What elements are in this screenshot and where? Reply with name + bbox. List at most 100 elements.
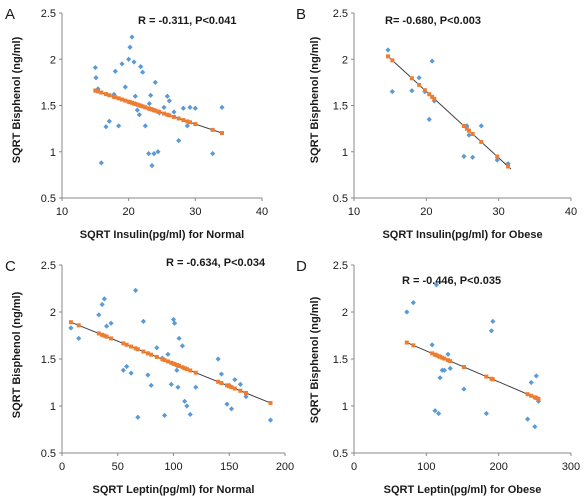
fitted-point	[124, 342, 129, 347]
fitted-point	[430, 94, 435, 99]
fitted-point	[154, 354, 159, 359]
data-point	[466, 132, 472, 138]
data-point	[108, 320, 114, 326]
data-point	[131, 59, 137, 65]
data-point	[179, 343, 186, 349]
fitted-point	[534, 395, 539, 400]
x-axis-title: SQRT Leptin(pg/ml) for Obese	[384, 484, 542, 496]
data-point	[215, 356, 221, 362]
fitted-point	[470, 131, 475, 136]
fitted-point	[430, 351, 435, 356]
y-tick-label: 2	[50, 307, 56, 319]
fitted-point	[107, 93, 112, 98]
x-axis-title: SQRT Insulin(pg/ml) for Normal	[80, 229, 244, 241]
fitted-point	[446, 358, 451, 363]
fitted-point	[102, 333, 107, 338]
fitted-point	[432, 96, 437, 101]
data-point	[76, 335, 82, 341]
fitted-point	[180, 365, 185, 370]
fitted-point	[113, 95, 118, 100]
data-point	[182, 398, 188, 404]
data-point	[148, 92, 154, 98]
data-point	[126, 56, 132, 62]
fitted-point	[169, 360, 174, 365]
fitted-point	[188, 368, 193, 373]
fitted-point	[185, 119, 190, 124]
x-tick-label: 300	[562, 461, 580, 473]
data-point	[104, 323, 110, 329]
y-tick-label: 1	[342, 401, 348, 413]
data-point	[92, 64, 98, 71]
fitted-point	[141, 349, 146, 354]
data-point	[232, 377, 238, 383]
fitted-point	[490, 377, 495, 382]
x-tick-label: 30	[189, 206, 201, 218]
data-point	[149, 163, 155, 169]
data-point	[243, 394, 249, 400]
fitted-point	[404, 340, 409, 345]
data-point	[164, 93, 170, 99]
data-point	[129, 34, 135, 40]
x-tick-label: 10	[348, 206, 360, 218]
fitted-point	[479, 139, 484, 144]
x-tick-label: 10	[56, 206, 68, 218]
fitted-point	[495, 154, 500, 159]
fit-line	[387, 56, 512, 170]
data-point	[437, 375, 443, 381]
fitted-point	[184, 367, 189, 372]
data-point	[112, 68, 118, 74]
fitted-point	[181, 118, 186, 123]
y-tick-label: 1	[50, 147, 56, 159]
y-axis-title: SQRT Bisphenol (ng/ml)	[11, 291, 23, 418]
fitted-point	[506, 164, 511, 169]
data-point	[187, 411, 193, 418]
data-point	[488, 328, 495, 334]
fitted-point	[243, 391, 248, 396]
data-point	[99, 301, 105, 308]
fitted-point	[133, 346, 138, 351]
fitted-point	[464, 126, 469, 131]
data-point	[161, 412, 168, 418]
data-point	[490, 318, 496, 324]
fitted-point	[182, 366, 187, 371]
data-point	[180, 105, 186, 111]
fitted-point	[225, 383, 230, 388]
y-tick-label: 0.5	[333, 448, 348, 460]
data-point	[145, 372, 151, 378]
data-point	[106, 118, 112, 124]
data-point	[193, 384, 199, 390]
data-point	[409, 88, 415, 94]
fitted-point	[104, 92, 108, 97]
chart-panel-a: A 0.5 1 1.5 2 2.5 10 20 30 40 SQRT Insulin(pg/ml) …	[5, 6, 268, 241]
fitted-point	[220, 131, 224, 136]
y-tick-label: 0.5	[333, 193, 348, 205]
fitted-point	[434, 353, 439, 358]
y-axis-title: SQRT Bisphenol (ng/ml)	[11, 36, 23, 163]
y-tick-label: 1	[50, 401, 56, 413]
fitted-point	[529, 393, 534, 398]
fitted-point	[216, 379, 221, 384]
data-point	[432, 408, 438, 414]
y-tick-label: 1.5	[333, 354, 348, 366]
fit-line	[406, 342, 540, 400]
data-point	[176, 138, 182, 144]
y-tick-label: 1.5	[41, 101, 56, 113]
data-point	[168, 381, 174, 387]
fitted-point	[385, 54, 390, 59]
data-point	[127, 44, 133, 50]
fitted-point	[484, 374, 489, 379]
data-point	[132, 93, 138, 99]
fitted-point	[167, 113, 172, 118]
data-point	[119, 61, 125, 67]
data-point	[175, 384, 181, 390]
data-point	[445, 351, 451, 357]
x-tick-label: 200	[489, 461, 507, 473]
panel-label: C	[5, 258, 16, 275]
data-point	[176, 335, 182, 341]
data-point	[429, 58, 435, 64]
data-point	[389, 89, 395, 95]
x-axis-title: SQRT Insulin(pg/ml) for Obese	[382, 229, 542, 241]
data-point	[146, 101, 152, 107]
y-tick-label: 1.5	[41, 354, 56, 366]
y-tick-label: 2.5	[333, 260, 348, 272]
